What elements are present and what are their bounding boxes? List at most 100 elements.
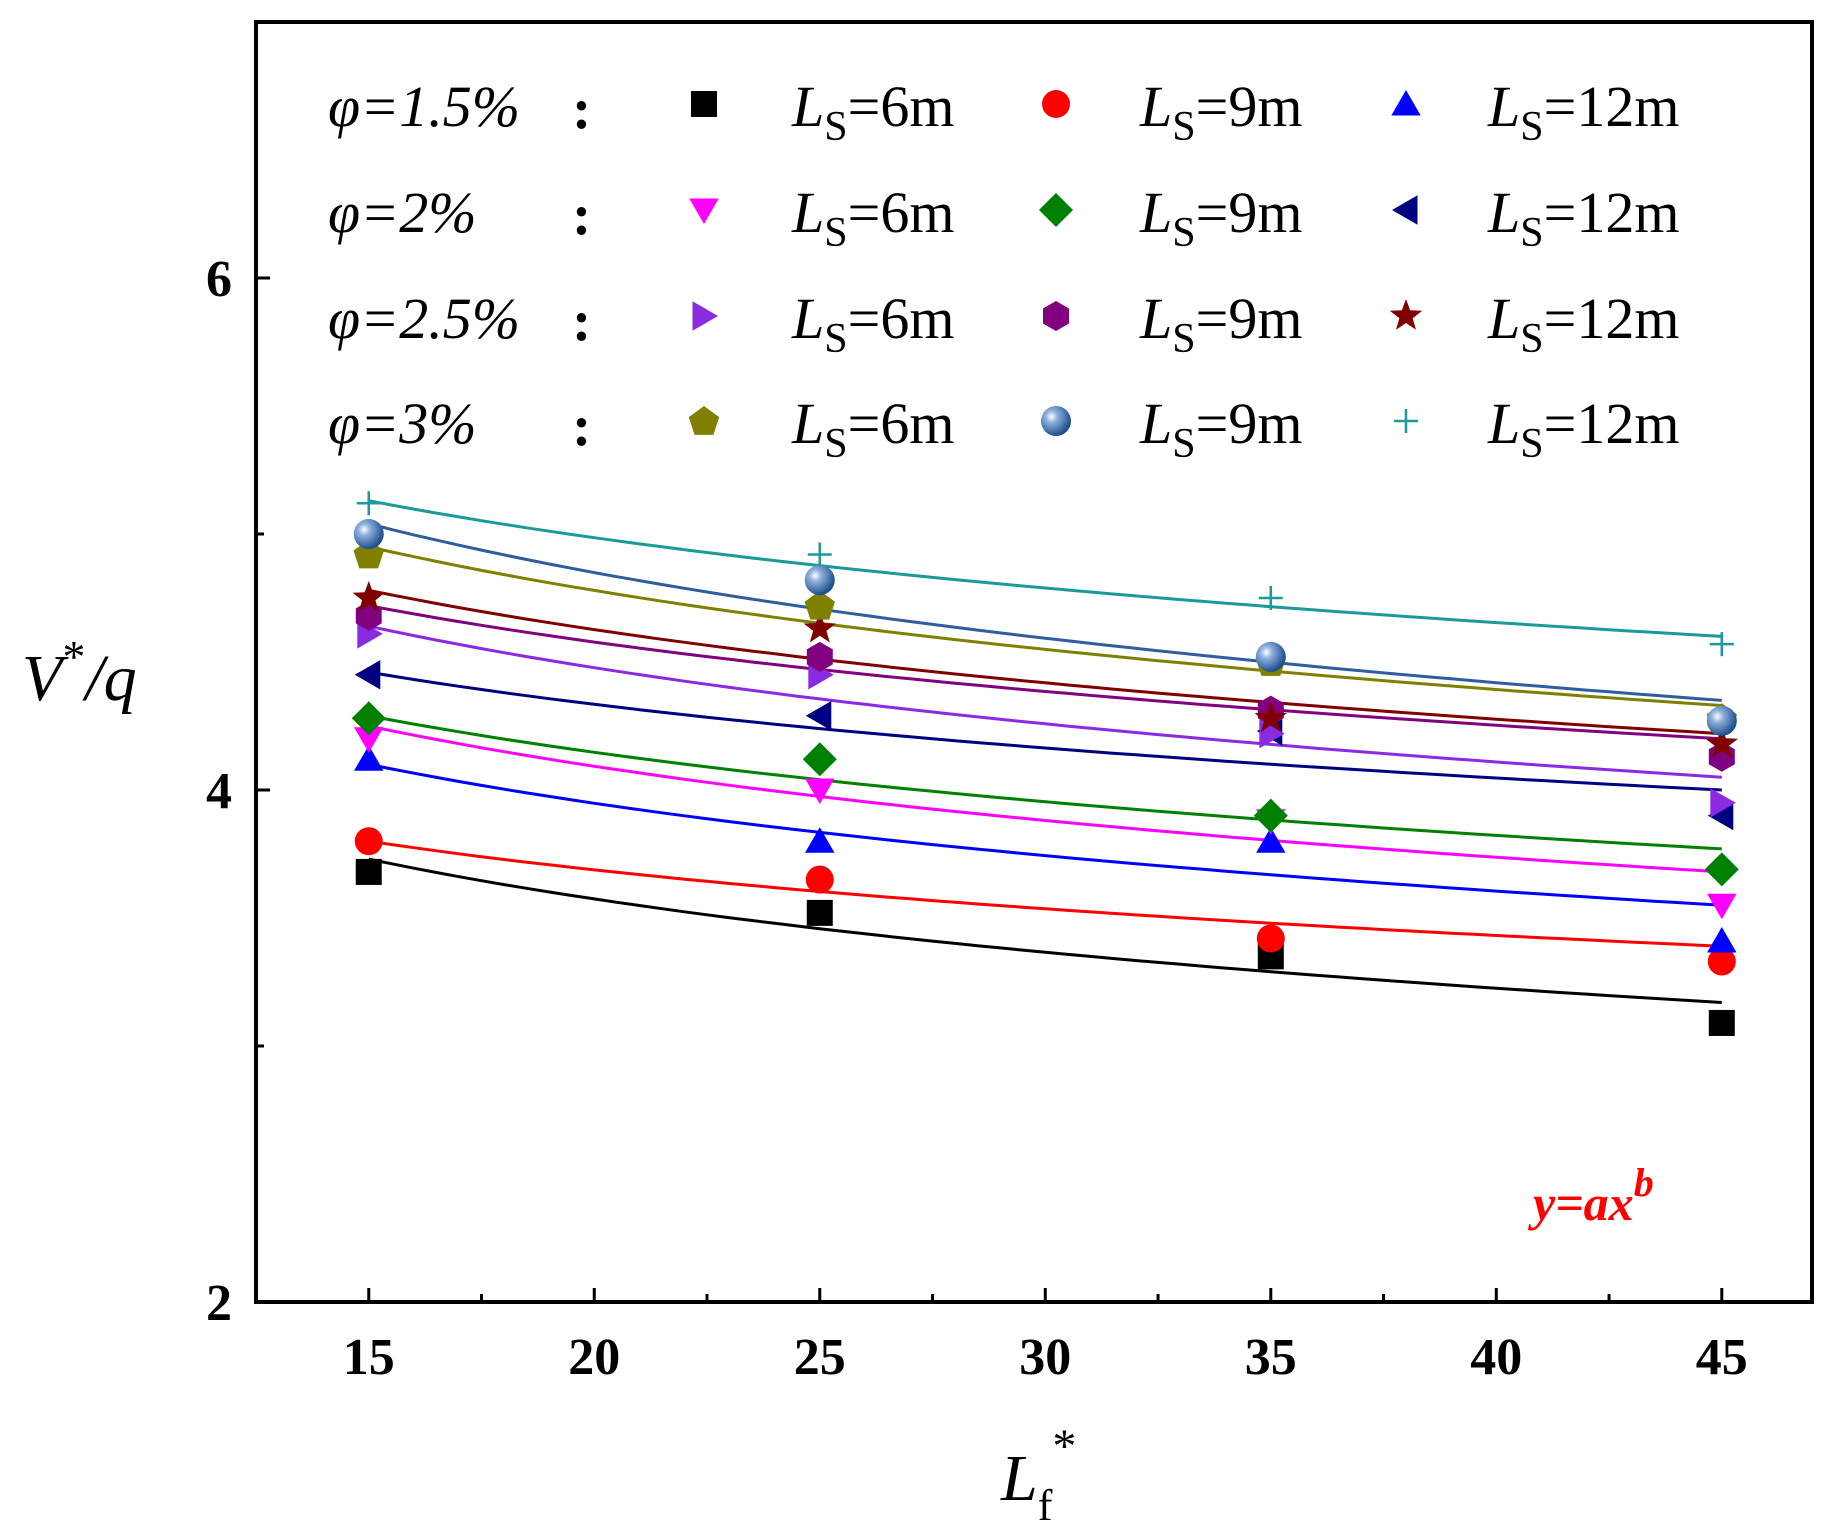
fit-curve-4 bbox=[368, 714, 1722, 851]
legend-marker-5 bbox=[1392, 195, 1418, 225]
y-axis-title: V*/q bbox=[22, 631, 137, 715]
legend-ls-base: L bbox=[1139, 74, 1172, 139]
data-point-s2-p3 bbox=[1707, 927, 1737, 953]
legend-ls-sub: S bbox=[824, 104, 847, 150]
data-point-s10-p2 bbox=[1255, 641, 1286, 672]
legend-group-colon: : bbox=[572, 288, 591, 353]
x-tick-label: 45 bbox=[1696, 1329, 1748, 1386]
legend-ls-base: L bbox=[1487, 286, 1520, 351]
data-point-s7-p1 bbox=[806, 641, 833, 672]
legend-phi-text: φ=2.5% bbox=[328, 286, 520, 351]
legend-ls-base: L bbox=[1487, 74, 1520, 139]
x-tick-label-text: 20 bbox=[568, 1329, 620, 1386]
fit-curve-10 bbox=[368, 522, 1722, 702]
y-tick-label-text: 2 bbox=[206, 1275, 232, 1332]
data-point-s10-p0 bbox=[353, 519, 384, 549]
legend-entry-label: LS=6m bbox=[791, 180, 954, 256]
fit-curve-0 bbox=[368, 857, 1722, 1004]
data-point-s1-p1 bbox=[805, 865, 834, 894]
legend-ls-base: L bbox=[791, 74, 824, 139]
y-axis-title-rest: /q bbox=[81, 642, 136, 715]
x-axis-title-sub: f bbox=[1038, 1481, 1053, 1530]
fit-equation-annotation: y=axb bbox=[1528, 1160, 1654, 1231]
fit-curve-5 bbox=[368, 670, 1722, 792]
data-point-s11-p2 bbox=[1258, 586, 1283, 610]
x-tick-label: 15 bbox=[343, 1329, 395, 1386]
legend-ls-base: L bbox=[1487, 180, 1520, 245]
legend-ls-sub: S bbox=[1172, 421, 1195, 467]
legend-entry-label: LS=9m bbox=[1139, 180, 1302, 256]
legend-ls-sub: S bbox=[1520, 316, 1543, 362]
legend-ls-sub: S bbox=[1520, 421, 1543, 467]
axes: 15 20 25 30 35 40 45 2 4 6 bbox=[206, 20, 1814, 1386]
data-points bbox=[351, 491, 1739, 1036]
axis-labels: Lf* V*/q y=axb bbox=[22, 631, 1654, 1530]
data-point-s3-p1 bbox=[805, 778, 835, 804]
data-point-s5-p3 bbox=[1707, 800, 1734, 831]
legend-ls-value: =6m bbox=[848, 180, 955, 245]
legend-ls-value: =9m bbox=[1196, 286, 1303, 351]
legend-ls-sub: S bbox=[824, 421, 847, 467]
data-point-s8-p3 bbox=[1705, 726, 1738, 758]
legend-ls-value: =9m bbox=[1196, 180, 1303, 245]
legend-ls-base: L bbox=[791, 391, 824, 456]
legend-entry-label: LS=6m bbox=[791, 286, 954, 362]
legend-ls-base: L bbox=[1139, 180, 1172, 245]
data-point-s2-p0 bbox=[354, 745, 384, 771]
data-point-s0-p0 bbox=[355, 858, 382, 885]
legend-ls-value: =12m bbox=[1544, 74, 1680, 139]
data-point-s5-p0 bbox=[354, 660, 381, 690]
x-tick-label: 30 bbox=[1019, 1329, 1071, 1386]
fit-equation-text: y=ax bbox=[1528, 1175, 1634, 1231]
x-tick-label-text: 40 bbox=[1470, 1329, 1522, 1386]
data-point-s8-p2 bbox=[1254, 701, 1287, 733]
data-point-s1-p2 bbox=[1256, 924, 1285, 953]
legend-entry-label: LS=12m bbox=[1487, 286, 1679, 362]
y-tick-label: 2 bbox=[206, 1275, 232, 1332]
y-tick-label: 6 bbox=[206, 251, 232, 308]
legend-entry-label: LS=9m bbox=[1139, 391, 1302, 467]
data-point-s4-p2 bbox=[1253, 798, 1288, 833]
data-point-s11-p0 bbox=[356, 491, 381, 516]
legend-group-label: φ=3% bbox=[328, 391, 477, 456]
fit-curve-1 bbox=[368, 839, 1722, 948]
legend-entry-label: LS=12m bbox=[1487, 74, 1679, 150]
fit-curve-6 bbox=[368, 624, 1722, 779]
x-tick-label: 35 bbox=[1245, 1329, 1297, 1386]
x-tick-label-text: 15 bbox=[343, 1329, 395, 1386]
legend-entry-label: LS=6m bbox=[791, 74, 954, 150]
x-axis-title: Lf * bbox=[1000, 1420, 1076, 1530]
fit-equation-sup: b bbox=[1634, 1160, 1654, 1205]
data-point-s10-p3 bbox=[1706, 705, 1737, 736]
legend-group-colon: : bbox=[572, 393, 591, 458]
legend-marker-6 bbox=[692, 301, 718, 331]
x-tick-label-text: 35 bbox=[1245, 1329, 1297, 1386]
x-tick-label-text: 30 bbox=[1019, 1329, 1071, 1386]
legend-marker-3 bbox=[689, 198, 719, 224]
fit-curve-8 bbox=[368, 588, 1722, 736]
legend-marker-8 bbox=[1389, 299, 1423, 330]
legend-ls-sub: S bbox=[1172, 210, 1195, 256]
legend-phi-text: φ=3% bbox=[328, 391, 477, 456]
legend-group-colon: : bbox=[572, 76, 591, 141]
legend-marker-7 bbox=[1043, 301, 1069, 331]
legend-ls-sub: S bbox=[824, 210, 847, 256]
legend-colon-text: : bbox=[572, 393, 591, 458]
legend-marker-2 bbox=[1391, 90, 1421, 116]
legend-marker-1 bbox=[1042, 90, 1070, 118]
legend-group-label: φ=2% bbox=[328, 180, 477, 245]
plot-frame bbox=[254, 20, 1814, 1304]
legend-group-label: φ=1.5% bbox=[328, 74, 520, 139]
legend-entry-label: LS=9m bbox=[1139, 74, 1302, 150]
y-axis-title-sup: * bbox=[62, 631, 85, 682]
data-point-s5-p1 bbox=[805, 701, 832, 731]
x-tick-label: 40 bbox=[1470, 1329, 1522, 1386]
legend-entry-label: LS=6m bbox=[791, 391, 954, 467]
legend-ls-base: L bbox=[791, 180, 824, 245]
x-tick-label-text: 45 bbox=[1696, 1329, 1748, 1386]
fit-curve-7 bbox=[368, 604, 1722, 741]
data-point-s4-p3 bbox=[1704, 852, 1739, 887]
data-point-s3-p0 bbox=[354, 727, 384, 753]
legend-ls-sub: S bbox=[824, 316, 847, 362]
